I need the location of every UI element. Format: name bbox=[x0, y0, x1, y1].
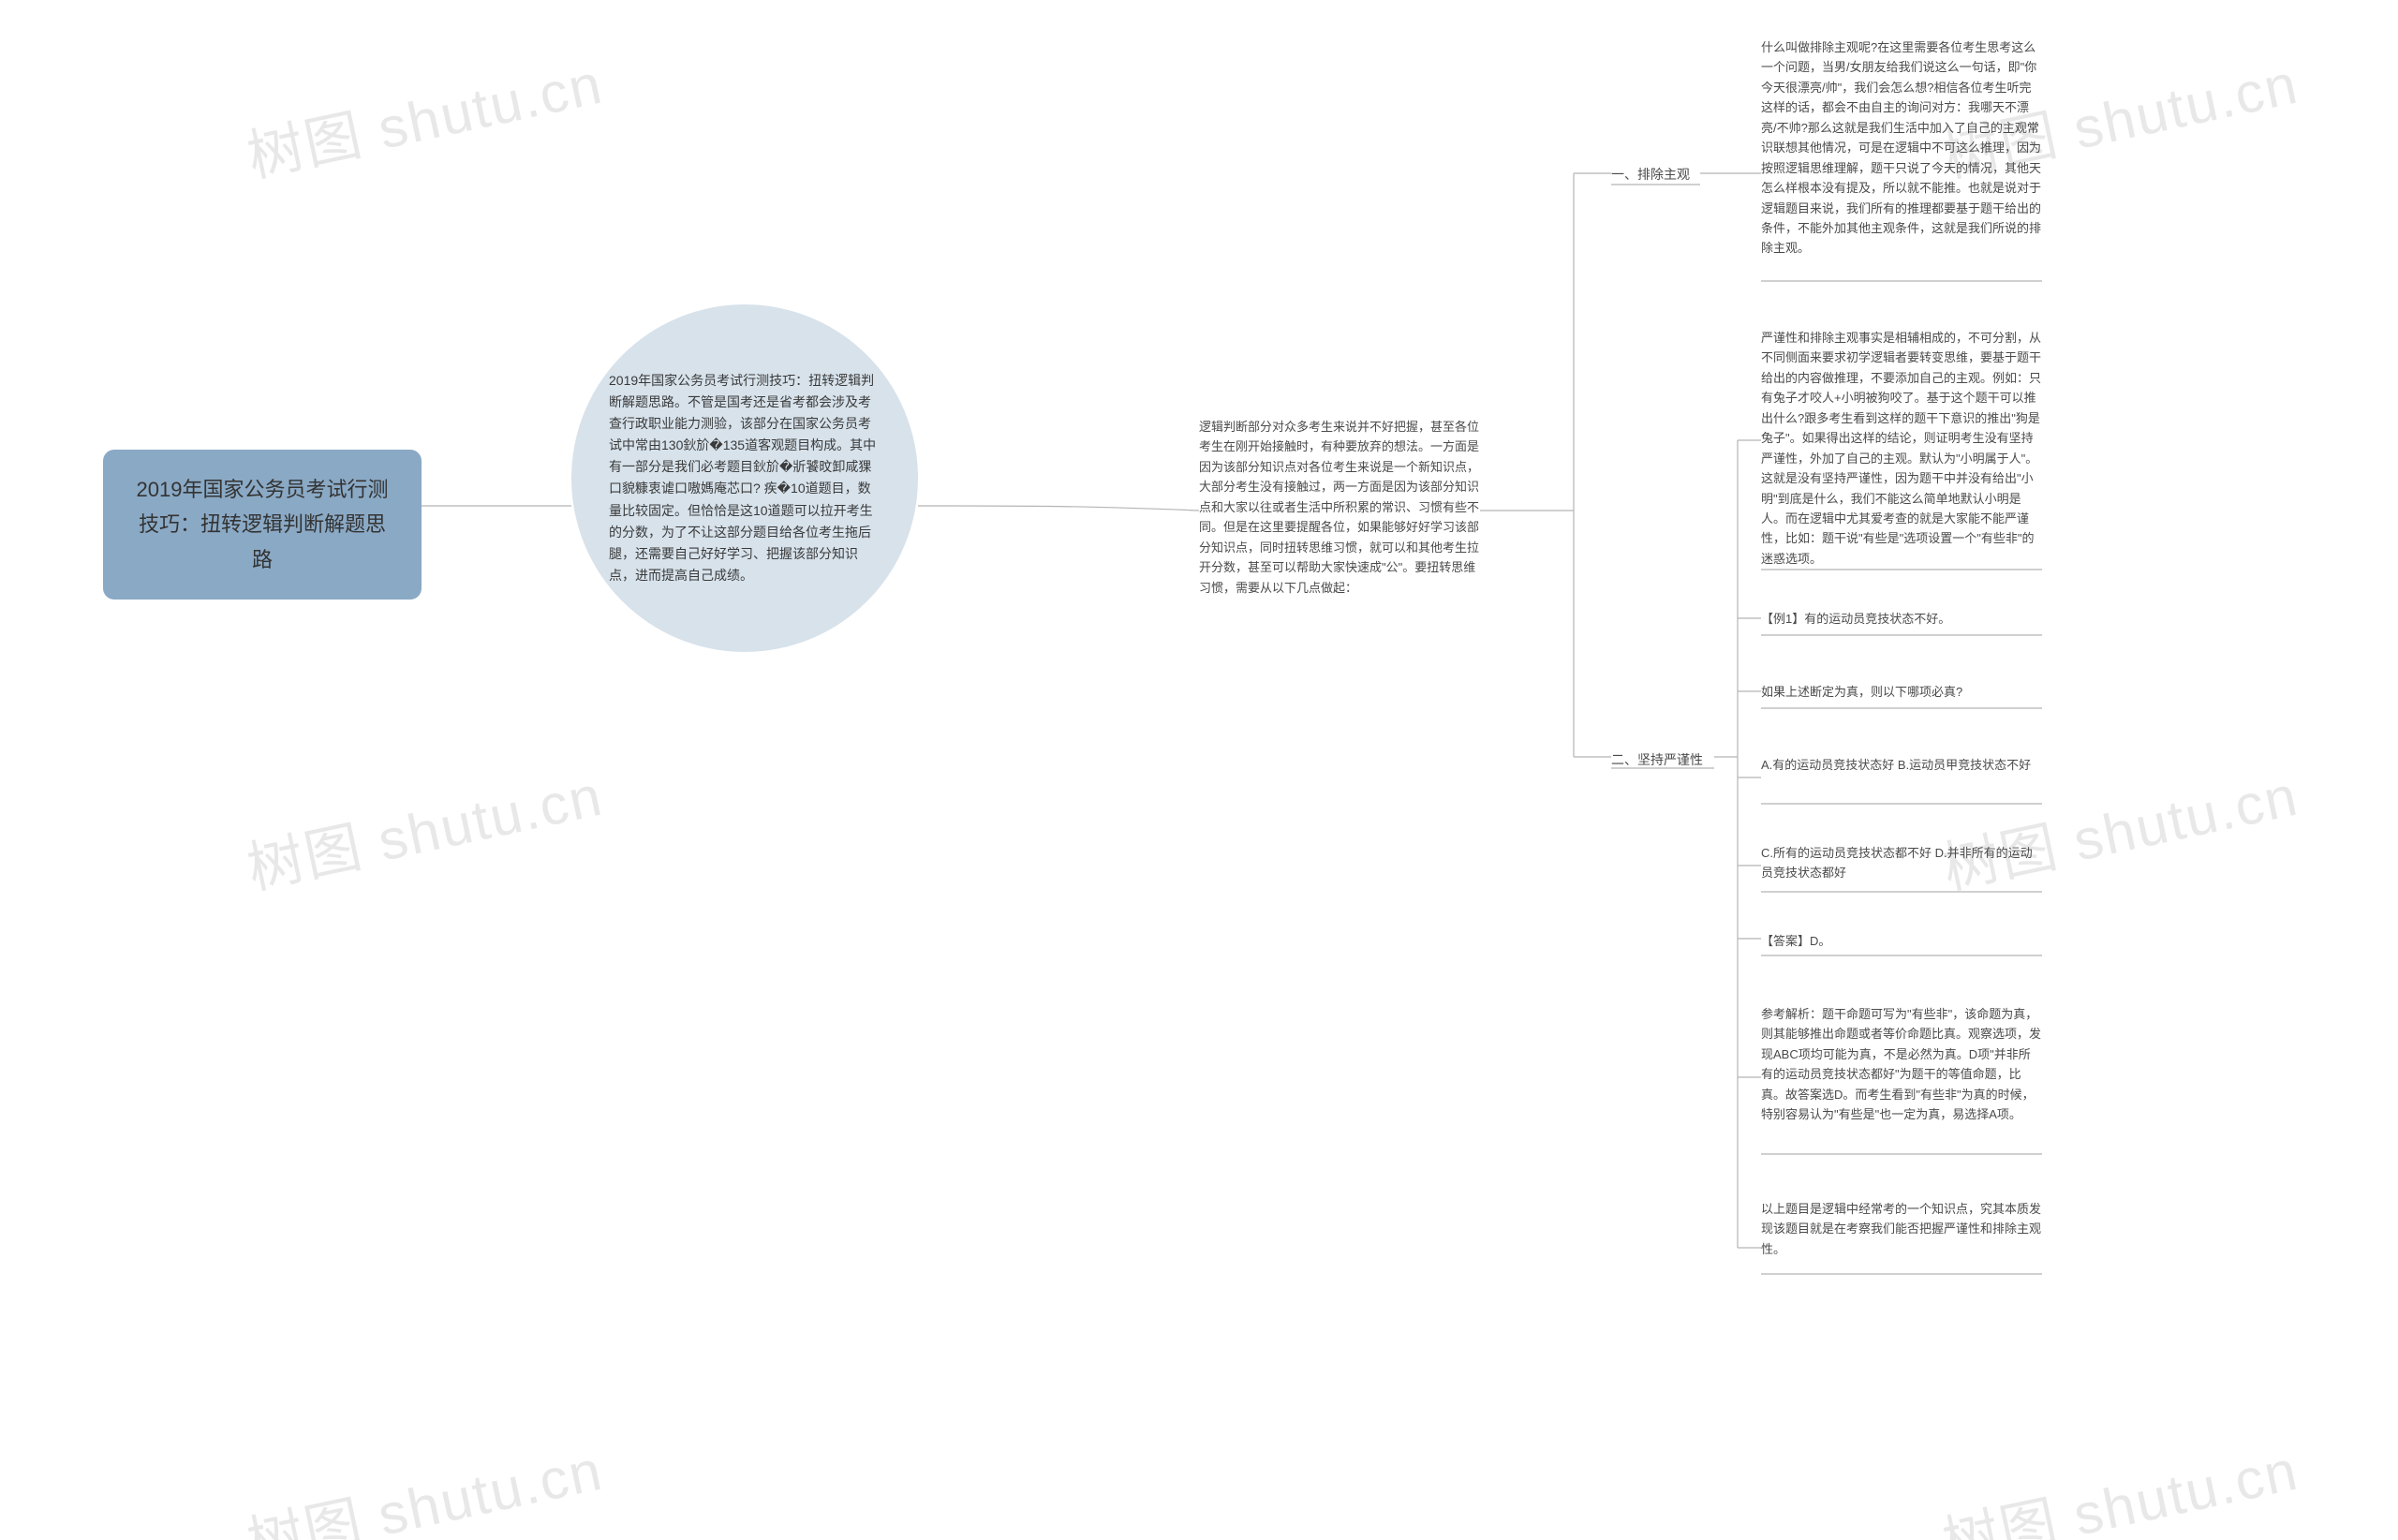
branch-label-2[interactable]: 二、坚持严谨性 bbox=[1611, 749, 1703, 770]
branch-2-leaf-3[interactable]: 如果上述断定为真，则以下哪项必真? bbox=[1761, 682, 2042, 702]
branch-2-leaf-5[interactable]: C.所有的运动员竞技状态都不好 D.并非所有的运动员竞技状态都好 bbox=[1761, 843, 2042, 883]
watermark: 树图 shutu.cn bbox=[239, 38, 609, 193]
mindmap-level2-node[interactable]: 逻辑判断部分对众多考生来说并不好把握，甚至各位考生在刚开始接触时，有种要放弃的想… bbox=[1199, 417, 1480, 598]
branch-1-leaf-1[interactable]: 什么叫做排除主观呢?在这里需要各位考生思考这么一个问题，当男/女朋友给我们说这么… bbox=[1761, 37, 2042, 259]
watermark: 树图 shutu.cn bbox=[1934, 1425, 2304, 1540]
branch-2-leaf-4[interactable]: A.有的运动员竞技状态好 B.运动员甲竞技状态不好 bbox=[1761, 755, 2042, 775]
watermark: 树图 shutu.cn bbox=[239, 750, 609, 905]
mindmap-level1-node[interactable]: 2019年国家公务员考试行测技巧：扭转逻辑判断解题思路。不管是国考还是省考都会涉… bbox=[571, 304, 918, 652]
mindmap-root-node[interactable]: 2019年国家公务员考试行测技巧：扭转逻辑判断解题思路 bbox=[103, 450, 422, 600]
branch-label-1[interactable]: 一、排除主观 bbox=[1611, 164, 1690, 185]
branch-2-leaf-1[interactable]: 严谨性和排除主观事实是相辅相成的，不可分割，从不同侧面来要求初学逻辑者要转变思维… bbox=[1761, 328, 2042, 569]
branch-2-leaf-8[interactable]: 以上题目是逻辑中经常考的一个知识点，究其本质发现该题目就是在考察我们能否把握严谨… bbox=[1761, 1199, 2042, 1259]
branch-2-leaf-6[interactable]: 【答案】D。 bbox=[1761, 931, 2042, 951]
branch-2-leaf-7[interactable]: 参考解析：题干命题可写为"有些非"，该命题为真，则其能够推出命题或者等价命题比真… bbox=[1761, 1004, 2042, 1125]
watermark: 树图 shutu.cn bbox=[239, 1425, 609, 1540]
branch-2-leaf-2[interactable]: 【例1】有的运动员竞技状态不好。 bbox=[1761, 609, 2042, 629]
